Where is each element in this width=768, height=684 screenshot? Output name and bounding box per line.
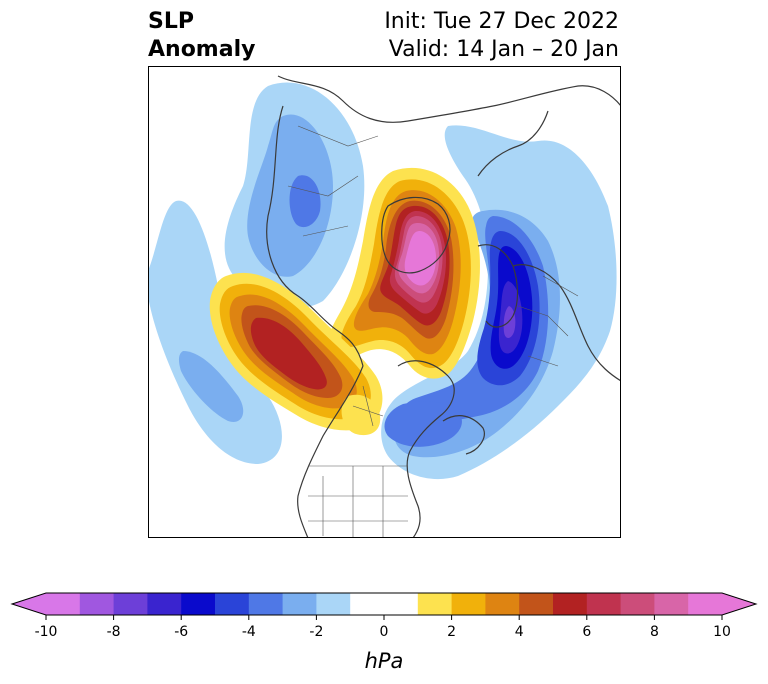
map-title-line1: SLP [148, 9, 194, 34]
colorbar-tick-label: -4 [242, 624, 256, 640]
negative-anomaly-atlantic-europe [381, 125, 617, 480]
colorbar-tick-label: 0 [380, 624, 389, 640]
colorbar-bin [688, 593, 723, 615]
colorbar-tick-label: 8 [650, 624, 659, 640]
colorbar-bin [451, 593, 486, 615]
coastlines [266, 75, 621, 538]
colorbar-tick-label: 6 [582, 624, 591, 640]
colorbar-bin [248, 593, 284, 615]
colorbar-bin [79, 593, 115, 615]
colorbar-ticks: -10 -8 -6 -4 -2 0 2 4 6 8 10 [35, 615, 731, 640]
colorbar-bin [147, 593, 182, 615]
colorbar-tick-label: -2 [309, 624, 323, 640]
colorbar-bin [215, 593, 250, 615]
valid-period-label: Valid: 14 Jan – 20 Jan [388, 37, 619, 62]
colorbar-bin [654, 593, 689, 615]
positive-anomaly-arctic [326, 167, 480, 379]
colorbar-fill [10, 592, 758, 616]
positive-anomaly-alaska [209, 272, 383, 436]
colorbar-bin [181, 593, 216, 615]
init-date-label: Init: Tue 27 Dec 2022 [384, 9, 619, 34]
forecast-info: Init: Tue 27 Dec 2022 Valid: 14 Jan – 20… [384, 8, 619, 64]
colorbar-bin [519, 593, 554, 615]
political-borders [287, 125, 579, 538]
colorbar-tick-label: -10 [35, 624, 58, 640]
slp-anomaly-map [148, 66, 621, 538]
colorbar-unit-label: hPa [365, 649, 404, 673]
colorbar-bin [350, 593, 385, 615]
colorbar-tick-label: 10 [713, 624, 731, 640]
colorbar-bin [586, 593, 622, 615]
colorbar-bin [46, 593, 81, 615]
colorbar-bin [485, 593, 520, 615]
colorbar-bin [113, 593, 148, 615]
negative-anomaly-siberia [224, 82, 365, 309]
colorbar-extend-max [722, 593, 756, 615]
colorbar-tick-label: 4 [515, 624, 524, 640]
colorbar-tick-label: 2 [447, 624, 456, 640]
colorbar-bin [282, 593, 317, 615]
colorbar-tick-label: -8 [107, 624, 121, 640]
colorbar-bin [384, 593, 419, 615]
colorbar-extend-min [12, 593, 46, 615]
colorbar: -10 -8 -6 -4 -2 0 2 4 6 8 10 hPa [10, 592, 758, 673]
map-title: SLP Anomaly [148, 8, 255, 64]
colorbar-bin [553, 593, 588, 615]
colorbar-bin [620, 593, 655, 615]
colorbar-bin [316, 593, 351, 615]
colorbar-bin [417, 593, 453, 615]
colorbar-tick-label: -6 [174, 624, 188, 640]
map-title-line2: Anomaly [148, 37, 256, 62]
